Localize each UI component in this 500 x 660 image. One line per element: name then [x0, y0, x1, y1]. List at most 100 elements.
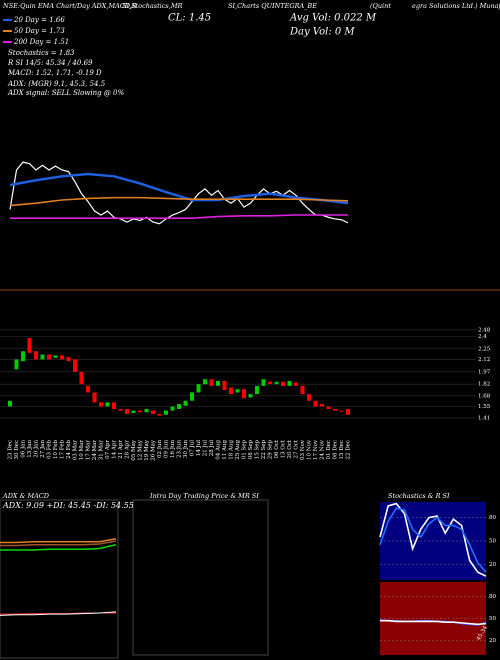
candle [216, 380, 220, 386]
candle [60, 355, 64, 360]
x-tick-label: 30 Jun [183, 440, 189, 458]
candle [157, 413, 162, 416]
x-tick-label: 16 Jun [170, 440, 176, 458]
x-tick-label: 28 Jul [209, 440, 215, 456]
candle [40, 354, 45, 360]
x-tick-label: 27 Jan [40, 440, 46, 458]
x-tick-label: 21 Apr [118, 440, 124, 459]
candle [177, 404, 181, 409]
x-tick-label: 03 Nov [300, 439, 306, 460]
x-tick-label: 15 Dec [339, 440, 345, 460]
adx-line: ADX signal: SELL Slowing @ 0% [7, 89, 124, 97]
x-tick-label: 14 Apr [112, 440, 118, 459]
x-tick-label: 07 Apr [105, 440, 111, 459]
candle [125, 408, 129, 414]
y-tick-label: 2.48 [478, 327, 491, 333]
candle [105, 402, 110, 407]
y-tick-label: 80 [489, 515, 496, 521]
candle [287, 380, 292, 386]
x-tick-label: 23 Jun [177, 440, 183, 458]
candle [79, 371, 84, 385]
day-vol: Day Vol: 0 M [289, 27, 355, 38]
stat: 20 Day = 1.66 [13, 16, 65, 24]
x-tick-label: 28 Apr [125, 440, 131, 459]
y-tick-label: 1.55 [478, 404, 491, 410]
y-tick-label: 1.82 [478, 382, 490, 388]
candle [8, 400, 12, 407]
y-tick-label: 1.97 [478, 369, 491, 375]
x-tick-label: 20 Jan [34, 440, 40, 458]
x-tick-label: 24 Nov [320, 439, 326, 460]
indicator-line [0, 543, 117, 551]
candle [294, 382, 298, 386]
candle [47, 354, 51, 360]
x-tick-label: 30 Dec [14, 440, 20, 460]
y-tick-label: 20 [489, 562, 496, 568]
candle [346, 408, 350, 415]
x-tick-label: 10 Mar [79, 440, 85, 461]
indicator-line [379, 507, 487, 573]
panel-title: Stochastics & R SI [388, 492, 450, 500]
candle [118, 408, 123, 411]
x-tick-label: 03 Mar [73, 440, 79, 461]
x-tick-label: 10 Feb [53, 440, 59, 460]
x-tick-label: 09 Jun [164, 440, 170, 458]
x-tick-label: 02 Jun [157, 440, 163, 458]
x-tick-label: 29 Sep [268, 440, 274, 460]
x-tick-label: 14 Jul [196, 440, 202, 456]
candle [144, 408, 149, 413]
x-tick-label: 10 Nov [307, 439, 313, 460]
candle [27, 338, 32, 353]
moving-average [10, 214, 348, 219]
title-part: (Quint [370, 2, 391, 10]
candle [183, 400, 188, 406]
y-tick-label: 2.12 [478, 357, 490, 363]
candle [86, 385, 90, 393]
candle [222, 380, 227, 390]
candle [307, 394, 311, 401]
candle [138, 410, 142, 413]
x-tick-label: 05 May [131, 439, 137, 461]
x-tick-label: 25 Aug [235, 440, 241, 460]
indicator-line [0, 611, 117, 616]
x-tick-label: 08 Sep [248, 440, 254, 460]
candle [209, 379, 214, 386]
x-tick-label: 01 Sep [242, 440, 248, 460]
candle [151, 410, 155, 414]
candle [229, 387, 233, 395]
y-tick-label: 2.4 [478, 334, 487, 340]
indicator-line [379, 502, 487, 577]
x-tick-label: 07 Jul [190, 440, 196, 456]
candle [190, 392, 194, 401]
candle [21, 351, 25, 362]
y-tick-label: 20 [489, 638, 496, 644]
candle [339, 410, 344, 412]
moving-average [9, 172, 349, 205]
x-tick-label: 22 Sep [261, 440, 267, 460]
y-tick-label: 80 [489, 594, 496, 600]
candle [326, 406, 331, 409]
x-tick-label: 17 Nov [313, 439, 319, 460]
x-tick-label: 06 Oct [274, 439, 280, 458]
stat: Stochastics = 1.83 [8, 49, 75, 57]
candle [320, 404, 324, 407]
candle [261, 379, 266, 386]
candle [248, 394, 253, 398]
x-tick-label: 04 Aug [216, 440, 222, 460]
candle [14, 359, 19, 370]
x-tick-label: 03 Feb [47, 440, 53, 460]
candle [34, 351, 38, 360]
x-tick-label: 24 Mar [92, 440, 98, 461]
candle [99, 402, 103, 407]
title-part: SI,Charts QUINTEGRA_BE [228, 2, 317, 10]
x-tick-label: 12 May [138, 439, 144, 461]
panel-title: ADX & MACD [2, 492, 50, 500]
x-tick-label: 23 Dec [8, 440, 14, 460]
title-part: NSE:Quin EMA Chart/Day ADX,MACD,R [2, 2, 137, 10]
candle [281, 381, 285, 386]
candle [73, 359, 77, 372]
x-tick-label: 24 Feb [66, 440, 72, 460]
x-tick-label: 26 May [151, 439, 157, 461]
x-tick-label: 06 Jan [21, 440, 27, 458]
candle [242, 389, 246, 399]
